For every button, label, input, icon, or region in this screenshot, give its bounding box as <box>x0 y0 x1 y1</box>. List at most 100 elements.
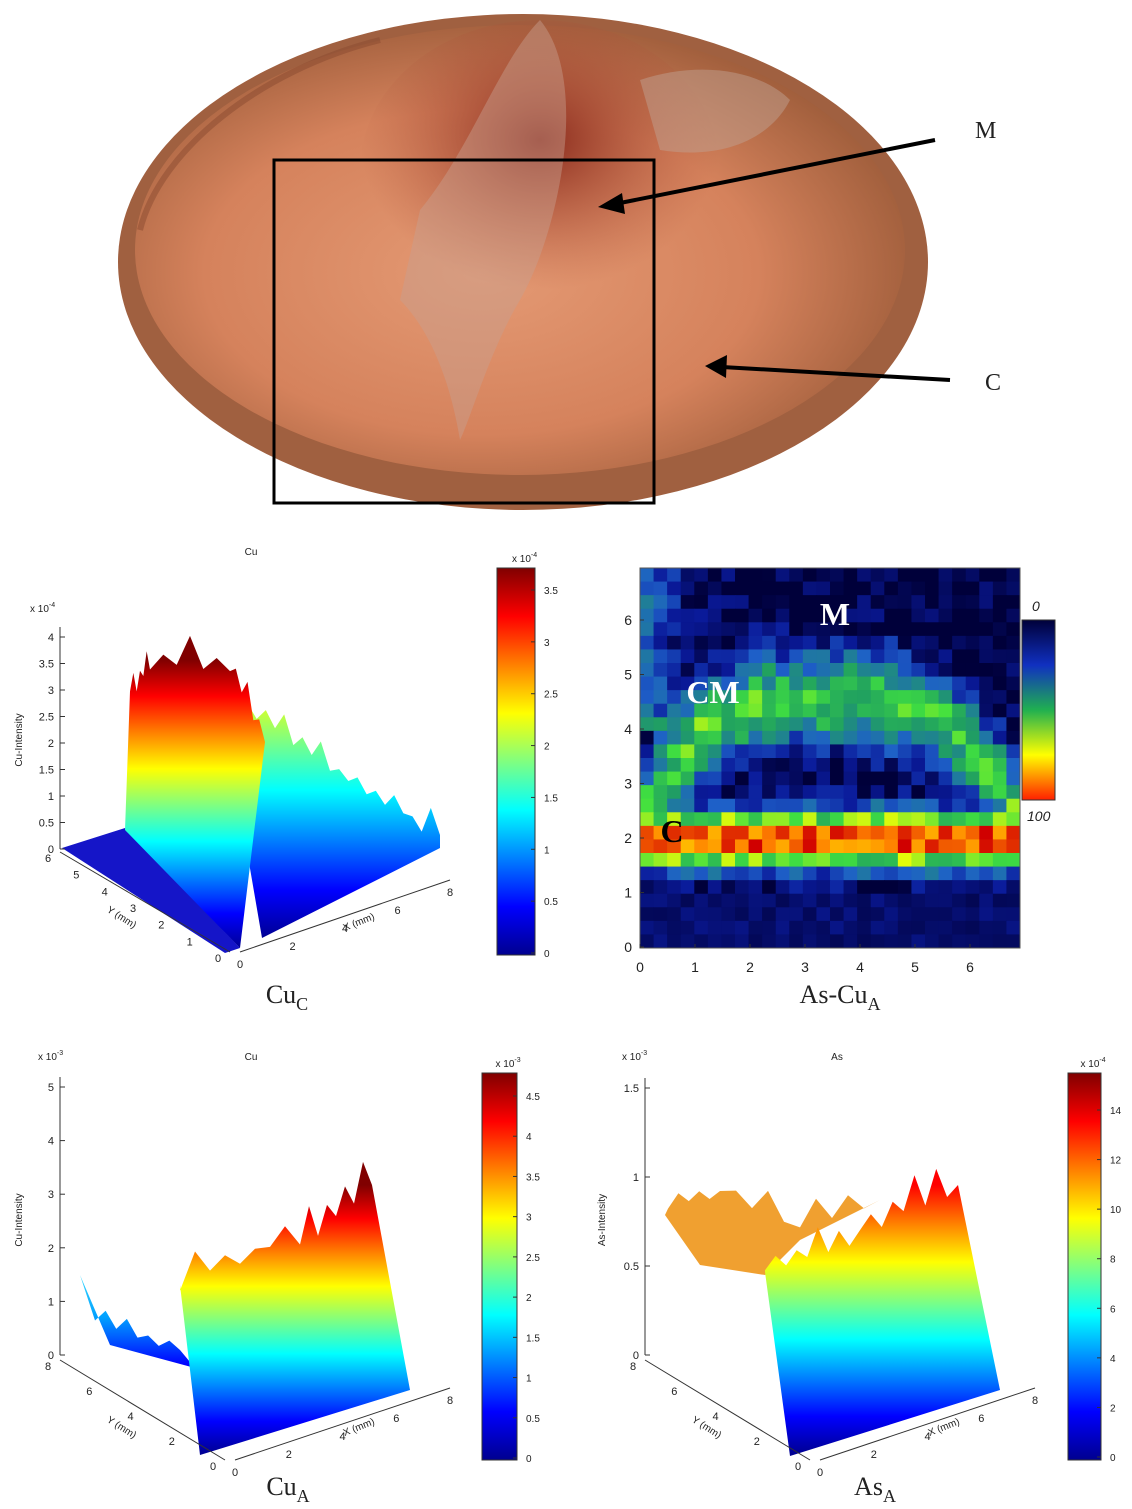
heat-cell <box>871 663 885 677</box>
heat-cell <box>993 677 1007 691</box>
heat-cell <box>898 636 912 650</box>
heat-cell <box>708 785 722 799</box>
heat-cell <box>803 663 817 677</box>
heat-cell <box>667 677 681 691</box>
heat-cell <box>789 894 803 908</box>
heat-cell <box>654 636 668 650</box>
heat-cell <box>979 880 993 894</box>
heat-cell <box>735 609 749 623</box>
heat-cell <box>640 649 654 663</box>
heat-cell <box>830 907 844 921</box>
heat-cell <box>952 677 966 691</box>
heat-cell <box>681 744 695 758</box>
heat-cell <box>911 663 925 677</box>
heat-cell <box>749 907 763 921</box>
heat-cell <box>925 758 939 772</box>
heat-cell <box>925 717 939 731</box>
z-tick-label: 5 <box>48 1082 54 1094</box>
heat-cell <box>667 921 681 935</box>
heat-cell <box>898 649 912 663</box>
heat-cell <box>939 622 953 636</box>
colorbar-tick-label: 14 <box>1110 1106 1122 1117</box>
heat-cell <box>789 907 803 921</box>
heat-cell <box>1006 907 1020 921</box>
heat-cell <box>966 853 980 867</box>
heat-cell <box>952 582 966 596</box>
heat-cell <box>884 934 898 948</box>
heat-cell <box>871 799 885 813</box>
heat-cell <box>667 758 681 772</box>
heat-cell <box>749 568 763 582</box>
heat-cell <box>871 568 885 582</box>
heat-cell <box>911 731 925 745</box>
heat-cell <box>708 568 722 582</box>
heat-cell <box>776 744 790 758</box>
heat-cell <box>762 690 776 704</box>
heat-cell <box>735 744 749 758</box>
heat-cell <box>1006 622 1020 636</box>
heat-cell <box>857 636 871 650</box>
heat-cell <box>667 907 681 921</box>
heat-cell <box>789 867 803 881</box>
heat-cell <box>735 636 749 650</box>
heat-cell <box>681 907 695 921</box>
heat-cell <box>857 894 871 908</box>
heat-cell <box>721 772 735 786</box>
heat-cell <box>898 839 912 853</box>
heat-cell <box>966 772 980 786</box>
heat-cell <box>898 785 912 799</box>
heat-cell <box>966 839 980 853</box>
exponent-base: x 10 <box>1081 1059 1100 1070</box>
colorbar-tick-label: 6 <box>1110 1304 1116 1315</box>
colorbar-tick-label: 0.5 <box>526 1414 540 1425</box>
heat-cell <box>735 568 749 582</box>
heat-cell <box>803 690 817 704</box>
heat-cell <box>654 677 668 691</box>
heat-cell <box>857 704 871 718</box>
heat-cell <box>857 568 871 582</box>
heat-cell <box>654 867 668 881</box>
heat-cell <box>925 839 939 853</box>
heat-cell <box>952 595 966 609</box>
heat-cell <box>776 649 790 663</box>
heat-cell <box>911 894 925 908</box>
heat-cell <box>979 595 993 609</box>
heat-cell <box>789 609 803 623</box>
heat-cell <box>939 758 953 772</box>
heat-cell <box>735 839 749 853</box>
heat-cell <box>816 812 830 826</box>
heat-cell <box>952 880 966 894</box>
heat-cell <box>721 785 735 799</box>
heat-cell <box>803 812 817 826</box>
heat-cell <box>708 595 722 609</box>
heat-cell <box>939 812 953 826</box>
heat-cell <box>776 812 790 826</box>
x-tick-label: 6 <box>978 1413 984 1425</box>
heat-cell <box>911 636 925 650</box>
heat-cell <box>898 799 912 813</box>
photo-label: M <box>975 118 996 144</box>
heat-cell <box>844 812 858 826</box>
heat-cell <box>721 568 735 582</box>
x-tick-label: 2 <box>871 1449 877 1461</box>
heat-cell <box>1006 880 1020 894</box>
heat-cell <box>871 636 885 650</box>
heat-cell <box>830 649 844 663</box>
heat-cell <box>993 812 1007 826</box>
heat-cell <box>789 636 803 650</box>
heat-cell <box>789 839 803 853</box>
surface-wall <box>180 1162 410 1455</box>
heat-cell <box>694 609 708 623</box>
heat-cell <box>871 880 885 894</box>
heat-cell <box>762 772 776 786</box>
heat-cell <box>844 826 858 840</box>
heat-cell <box>667 582 681 596</box>
heat-cell <box>749 867 763 881</box>
heat-cell <box>898 704 912 718</box>
heat-cell <box>803 907 817 921</box>
heat-cell <box>694 582 708 596</box>
heat-cell <box>844 880 858 894</box>
heat-cell <box>640 595 654 609</box>
heat-cell <box>735 595 749 609</box>
heat-cell <box>871 907 885 921</box>
